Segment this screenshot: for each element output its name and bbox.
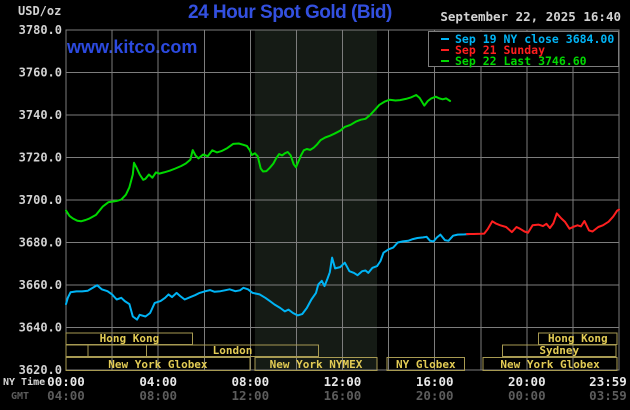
- session-label: NY Globex: [396, 358, 456, 371]
- legend-dash-icon: [441, 37, 449, 40]
- kitco-watermark-link[interactable]: www.kitco.com: [67, 37, 198, 57]
- legend-item-2: Sep 22 Last 3746.60: [441, 54, 618, 69]
- y-axis-tick-label: 3620.0: [19, 363, 62, 377]
- legend-item-label: Sep 19 NY close 3684.00: [455, 31, 615, 46]
- y-axis-tick-label: 3660.0: [19, 278, 62, 292]
- session-box: [482, 357, 618, 371]
- legend-dash-icon: [441, 48, 449, 51]
- y-axis-tick-label: 3640.0: [19, 321, 62, 335]
- legend-item-1: Sep 21 Sunday: [441, 42, 618, 57]
- price-series-line-0: [65, 233, 472, 321]
- unit-label: USD/oz: [18, 4, 62, 18]
- session-label: New York NYMEX: [270, 358, 363, 371]
- session-box: [146, 344, 319, 357]
- x-tick-gmt: 04:00: [47, 388, 85, 403]
- x-tick-ny-time: 23:59: [589, 374, 627, 389]
- session-label: Hong Kong: [100, 332, 160, 345]
- session-box: [65, 344, 89, 357]
- session-box: [502, 344, 617, 357]
- price-series-line-1: [465, 208, 620, 235]
- session-label: London: [213, 344, 253, 357]
- x-tick-ny-time: 16:00: [416, 374, 454, 389]
- session-label: New York Globex: [108, 358, 208, 371]
- x-tick-gmt: 16:00: [324, 388, 362, 403]
- price-series-line-2: [65, 94, 452, 223]
- datetime-label: September 22, 2025 16:40: [440, 9, 621, 24]
- x-tick-gmt: 03:59: [589, 388, 627, 403]
- session-box: [386, 357, 466, 371]
- legend-dash-icon: [441, 60, 449, 63]
- x-tick-ny-time: 08:00: [231, 374, 269, 389]
- chart-legend: Sep 19 NY close 3684.00 Sep 21 Sunday Sep …: [428, 31, 619, 69]
- x-tick-ny-time: 00:00: [47, 374, 85, 389]
- x-tick-gmt: 00:00: [508, 388, 546, 403]
- x-tick-gmt: 12:00: [231, 388, 269, 403]
- x-tick-ny-time: 04:00: [139, 374, 177, 389]
- legend-item-0: Sep 19 NY close 3684.00: [441, 31, 618, 46]
- session-box: [254, 357, 378, 371]
- x-tick-gmt: 20:00: [416, 388, 454, 403]
- session-box: [65, 357, 251, 371]
- y-axis-tick-label: 3780.0: [19, 23, 62, 37]
- y-axis-tick-label: 3680.0: [19, 236, 62, 250]
- session-label: Hong Kong: [548, 332, 608, 345]
- session-box: [87, 344, 148, 357]
- gmt-axis-label: GMT: [11, 391, 30, 402]
- legend-item-label: Sep 21 Sunday: [455, 42, 546, 57]
- session-label: New York Globex: [500, 358, 600, 371]
- ny-time-axis-label: NY Time: [3, 377, 46, 388]
- page-title: 24 Hour Spot Gold (Bid): [188, 2, 392, 23]
- y-axis-tick-label: 3720.0: [19, 151, 62, 165]
- y-axis-tick-label: 3700.0: [19, 193, 62, 207]
- x-tick-ny-time: 12:00: [324, 374, 362, 389]
- legend-item-label: Sep 22 Last 3746.60: [455, 54, 587, 69]
- session-label: Sydney: [539, 344, 579, 357]
- x-tick-gmt: 08:00: [139, 388, 177, 403]
- y-axis-tick-label: 3740.0: [19, 108, 62, 122]
- x-tick-ny-time: 20:00: [508, 374, 546, 389]
- y-axis-tick-label: 3760.0: [19, 66, 62, 80]
